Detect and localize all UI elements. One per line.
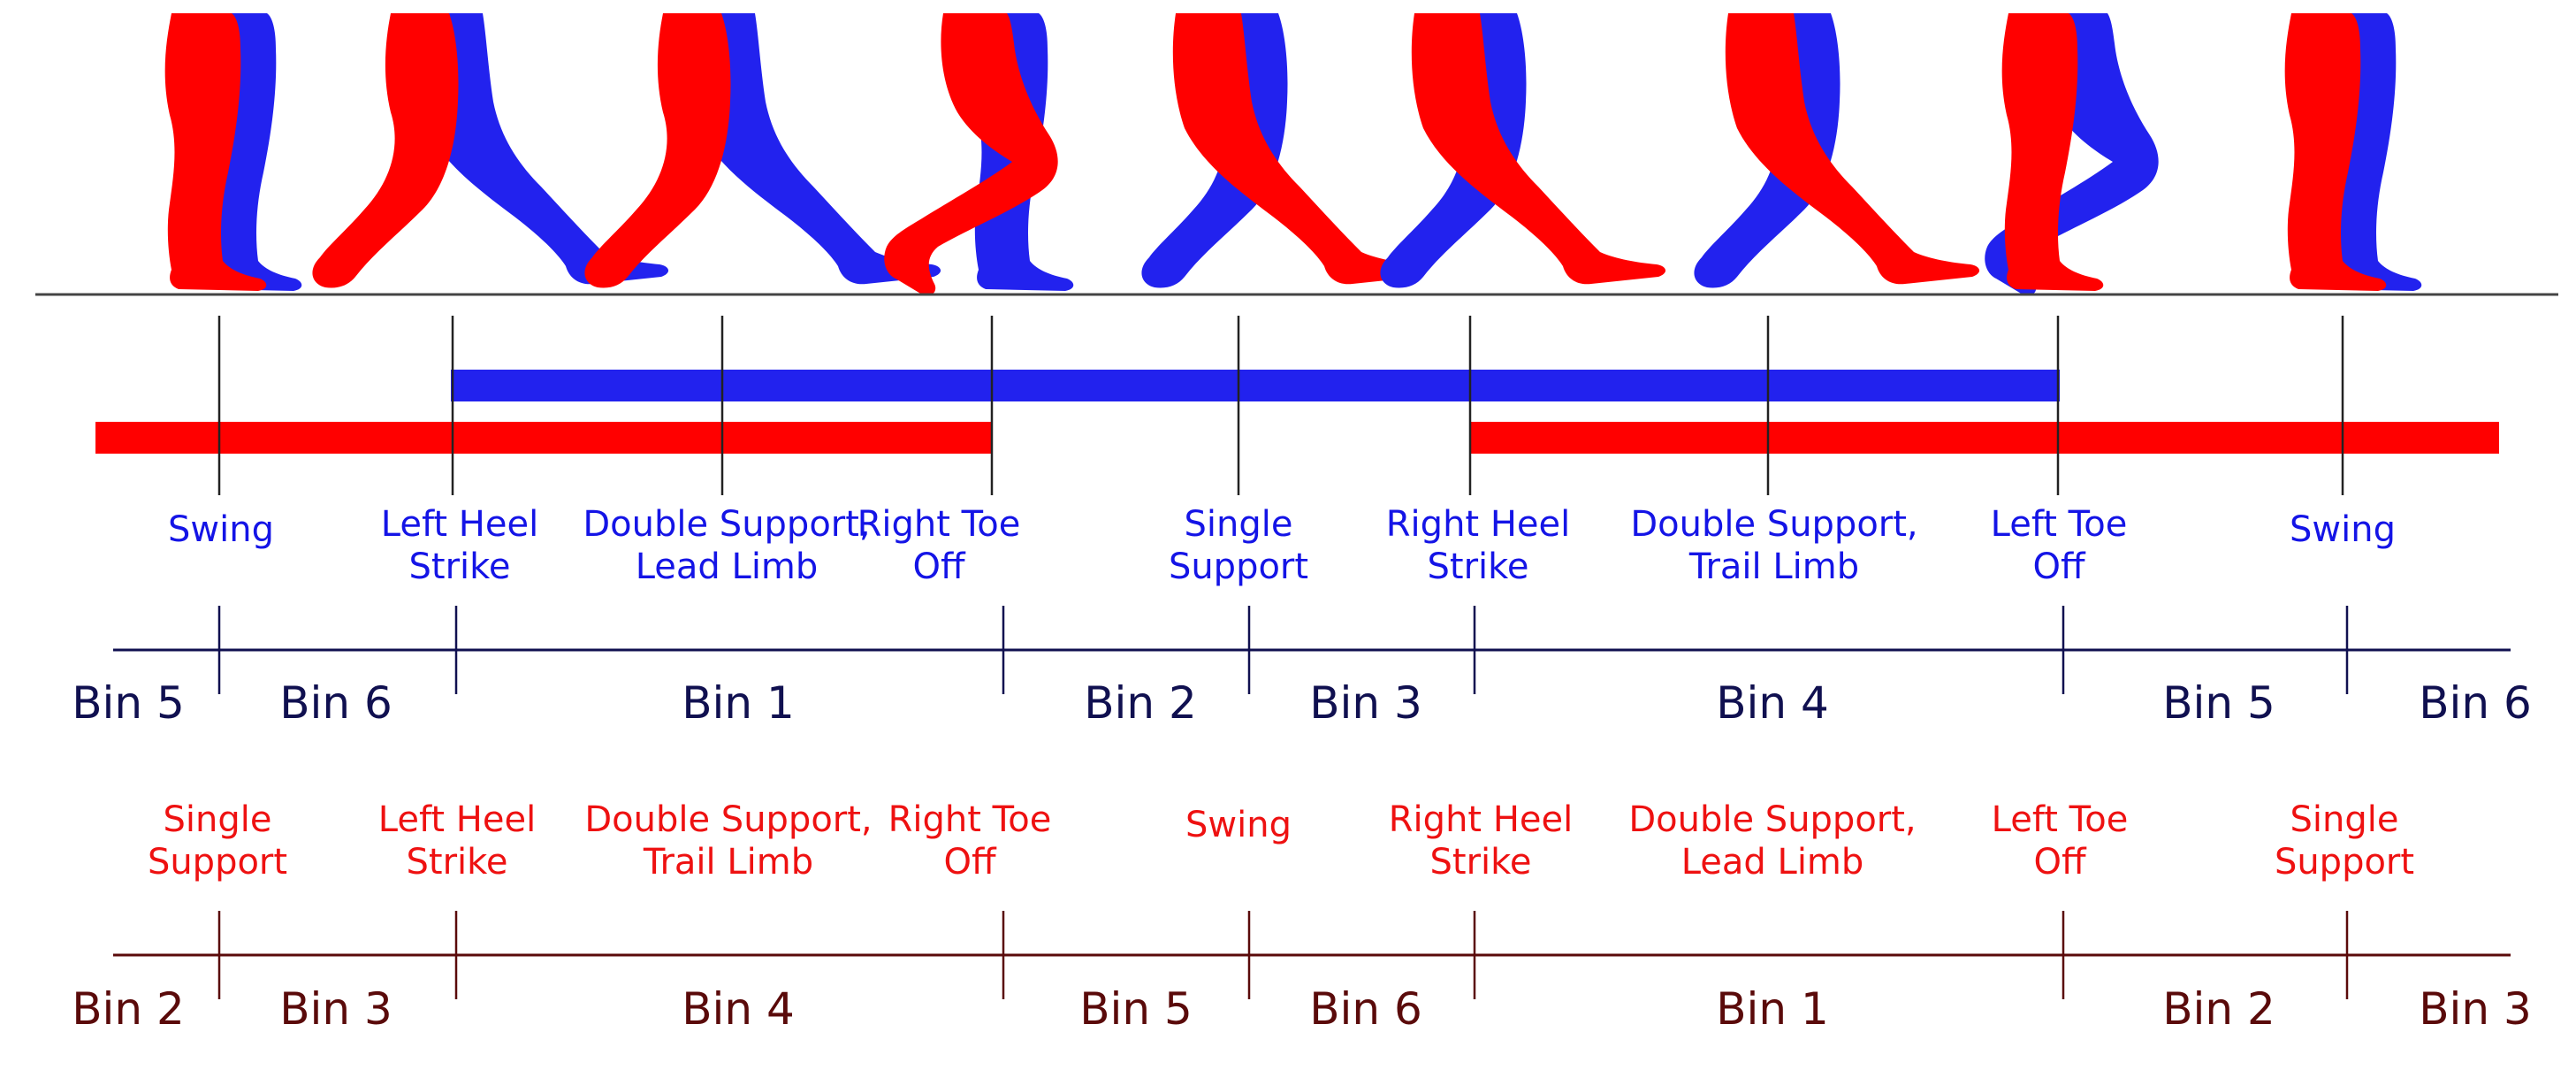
blue-bin-label: Bin 1 <box>682 677 795 729</box>
right-stance-bar <box>451 370 2060 401</box>
blue-bin-label: Bin 2 <box>1084 677 1197 729</box>
blue-bin-label: Bin 6 <box>2419 677 2532 729</box>
blue-phase-label: Left Toe Off <box>1991 504 2128 587</box>
blue-phase-label: Right Toe Off <box>857 504 1021 587</box>
red-phase-label: Double Support, Lead Limb <box>1628 799 1916 883</box>
blue-phase-label: Left Heel Strike <box>381 504 538 587</box>
blue-phase-label: Swing <box>168 509 274 550</box>
red-phase-label: Single Support <box>2275 799 2414 883</box>
red-bin-label: Bin 1 <box>1716 983 1829 1035</box>
red-bin-label: Bin 5 <box>1079 983 1193 1035</box>
legs-double-support-trail-icon <box>1694 13 1980 288</box>
legs-left-toe-off-icon <box>1985 13 2159 296</box>
red-bin-label: Bin 3 <box>279 983 392 1035</box>
legs-right-toe-off-icon <box>884 13 1074 296</box>
red-bin-label: Bin 3 <box>2419 983 2532 1035</box>
left-stance-bar-start <box>95 422 993 454</box>
left-stance-bar-end <box>1469 422 2499 454</box>
blue-bin-label: Bin 3 <box>1309 677 1422 729</box>
blue-bin-label: Bin 5 <box>72 677 185 729</box>
red-bin-label: Bin 6 <box>1309 983 1422 1035</box>
red-phase-label: Right Toe Off <box>888 799 1052 883</box>
red-phase-label: Left Heel Strike <box>378 799 536 883</box>
blue-phase-label: Double Support, Lead Limb <box>583 504 870 587</box>
red-bin-label: Bin 4 <box>682 983 795 1035</box>
red-phase-label: Swing <box>1185 805 1292 845</box>
blue-phase-label: Double Support, Trail Limb <box>1630 504 1917 587</box>
red-bin-label: Bin 2 <box>72 983 185 1035</box>
red-phase-label: Left Toe Off <box>1992 799 2129 883</box>
blue-bin-label: Bin 6 <box>279 677 392 729</box>
legs-swing-end-icon <box>2284 13 2422 291</box>
red-bin-label: Bin 2 <box>2162 983 2275 1035</box>
legs-single-support-icon <box>1141 13 1428 288</box>
red-phase-label: Right Heel Strike <box>1389 799 1573 883</box>
blue-phase-label: Single Support <box>1169 504 1308 587</box>
blue-bin-label: Bin 5 <box>2162 677 2275 729</box>
legs-swing-icon <box>164 13 302 291</box>
red-phase-label: Double Support, Trail Limb <box>584 799 872 883</box>
legs-right-heel-strike-icon <box>1380 13 1666 288</box>
blue-phase-label: Right Heel Strike <box>1386 504 1570 587</box>
red-phase-label: Single Support <box>148 799 287 883</box>
blue-bin-label: Bin 4 <box>1716 677 1829 729</box>
blue-phase-label: Swing <box>2290 509 2396 550</box>
